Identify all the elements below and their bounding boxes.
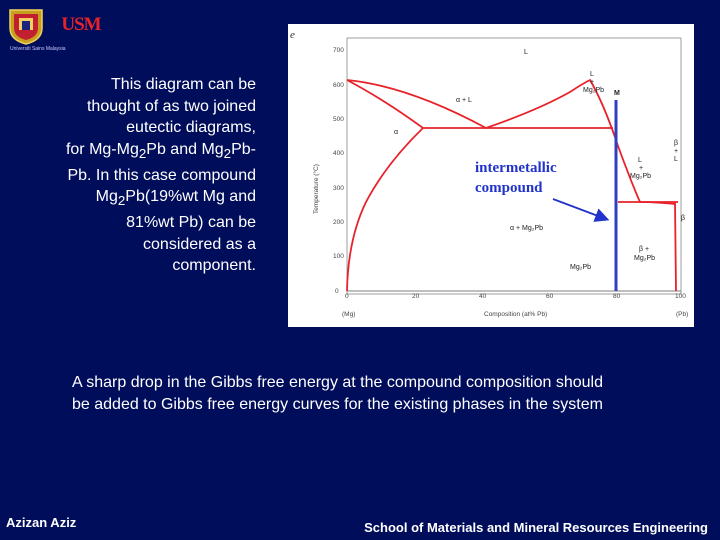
alpha-solvus-upper xyxy=(346,79,486,129)
annotation-text: intermetallic xyxy=(475,160,557,176)
explanation-line: eutectic diagrams, xyxy=(126,119,256,137)
y-tick-labels: 0 100 200 300 400 500 600 700 xyxy=(333,47,344,295)
liquidus-curve xyxy=(346,78,676,205)
x-tick-label: 60 xyxy=(546,293,554,300)
x-tick-label: 100 xyxy=(675,293,686,300)
plot-frame xyxy=(346,37,682,295)
phase-label-mg2pb: Mg₂Pb xyxy=(570,264,591,271)
phase-label-alpha-plus-L: α + L xyxy=(456,97,472,104)
phase-label-l-mg2pb: L xyxy=(638,157,642,164)
phase-label-M: M xyxy=(614,90,620,97)
explanation-line: Pb. In this case compound xyxy=(67,166,256,184)
university-logo: USM Universiti Sains Malaysia xyxy=(6,6,102,52)
x-tick-label: 40 xyxy=(479,293,487,300)
x-axis-right-end: (Pb) xyxy=(676,311,688,318)
y-tick-label: 300 xyxy=(333,185,344,192)
author-name: Azizan Aziz xyxy=(6,515,77,530)
explanation-line: considered as a xyxy=(143,235,256,253)
phase-label-mg2pb-l: + xyxy=(590,79,594,86)
school-name: School of Materials and Mineral Resource… xyxy=(364,520,708,535)
logo-caption: Universiti Sains Malaysia xyxy=(10,46,66,52)
explanation-line: thought of as two joined xyxy=(86,97,256,115)
gibbs-note-line: A sharp drop in the Gibbs free energy at… xyxy=(72,374,603,391)
x-tick-labels: 0 20 40 60 80 100 xyxy=(345,293,686,300)
phase-label-beta-mg2pb: Mg₂Pb xyxy=(634,255,655,262)
y-tick-label: 100 xyxy=(333,253,344,260)
phase-label-alpha: α xyxy=(394,129,398,136)
y-tick-label: 500 xyxy=(333,116,344,123)
phase-label-mg2pb-l: Mg₂Pb xyxy=(583,87,604,94)
phase-label-beta-l: L xyxy=(674,156,678,163)
explanation-line: Mg2Pb(19%wt Mg and xyxy=(95,188,256,209)
x-tick-label: 20 xyxy=(412,293,420,300)
y-tick-label: 400 xyxy=(333,150,344,157)
alpha-solvus xyxy=(346,127,424,292)
phase-label-l-mg2pb: Mg₂Pb xyxy=(630,173,651,180)
phase-label-beta-l: + xyxy=(674,148,678,155)
x-axis-label: Composition (at% Pb) xyxy=(484,311,547,318)
explanation-line: 81%wt Pb) can be xyxy=(126,213,256,231)
phase-label-beta-l: β xyxy=(674,140,678,147)
phase-labels: L α + L α L + Mg₂Pb M L + Mg₂Pb α + Mg₂P… xyxy=(394,49,685,271)
phase-label-mg2pb-l: L xyxy=(590,71,594,78)
phase-label-L: L xyxy=(524,49,528,56)
y-tick-label: 700 xyxy=(333,47,344,54)
phase-label-l-mg2pb: + xyxy=(639,165,643,172)
x-tick-label: 0 xyxy=(345,293,349,300)
explanation-line: for Mg-Mg2Pb and Mg2Pb- xyxy=(65,140,256,161)
y-tick-label: 0 xyxy=(335,288,339,295)
phase-label-alpha-mg2pb: α + Mg₂Pb xyxy=(510,225,543,232)
y-tick-label: 600 xyxy=(333,82,344,89)
phase-diagram: e 0 100 200 300 400 500 600 700 Temperat… xyxy=(290,29,688,318)
x-axis-left-end: (Mg) xyxy=(342,311,355,318)
explanation-line: component. xyxy=(172,257,256,275)
crest-icon xyxy=(9,9,43,45)
explanation-line: This diagram can be xyxy=(111,76,256,93)
beta-solvus xyxy=(674,201,677,292)
annotation-arrow xyxy=(552,198,610,222)
x-tick-label: 80 xyxy=(613,293,621,300)
gibbs-note-line: be added to Gibbs free energy curves for… xyxy=(72,396,603,413)
explanation-text: This diagram can be thought of as two jo… xyxy=(20,74,256,277)
annotation-text: compound xyxy=(475,180,543,196)
panel-letter: e xyxy=(290,29,295,41)
y-tick-label: 200 xyxy=(333,219,344,226)
phase-boundaries xyxy=(346,78,678,292)
phase-label-beta: β xyxy=(681,215,685,222)
logo-wordmark: USM xyxy=(61,14,101,35)
y-axis-label: Temperature (°C) xyxy=(312,164,320,214)
phase-diagram-figure: e 0 100 200 300 400 500 600 700 Temperat… xyxy=(288,24,694,327)
phase-label-beta-mg2pb: β + xyxy=(639,246,649,253)
gibbs-note: A sharp drop in the Gibbs free energy at… xyxy=(72,372,692,416)
